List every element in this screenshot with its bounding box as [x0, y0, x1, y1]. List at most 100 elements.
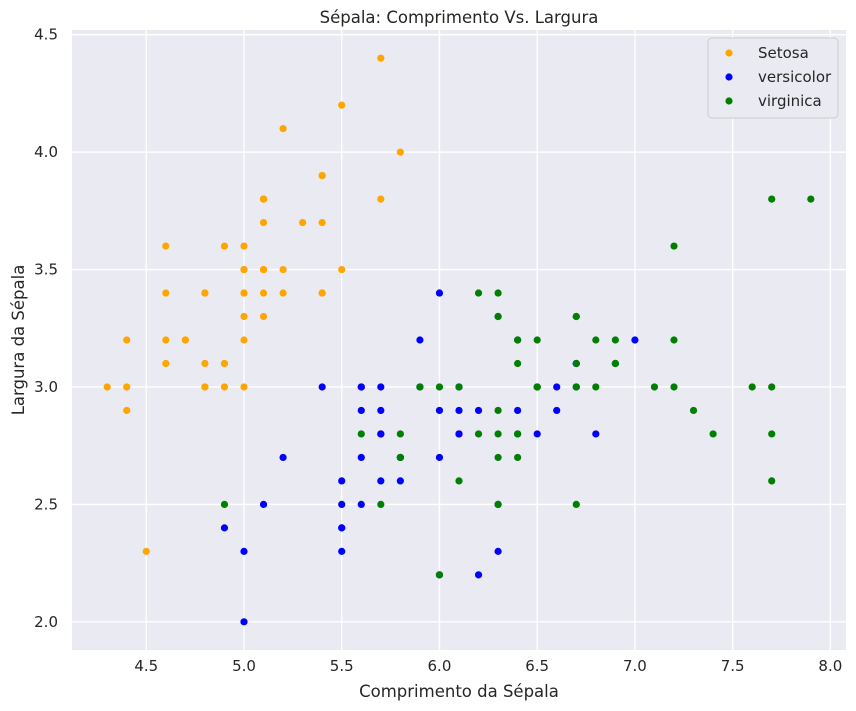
- data-point: [318, 172, 326, 180]
- data-point: [435, 383, 444, 391]
- data-point: [611, 359, 619, 368]
- legend-label: Setosa: [758, 44, 809, 62]
- data-point: [357, 430, 365, 438]
- data-point: [807, 195, 815, 203]
- data-point: [533, 430, 541, 438]
- legend-marker: [725, 49, 733, 57]
- data-point: [123, 383, 131, 391]
- x-tick-label: 4.5: [134, 657, 158, 675]
- data-point: [279, 125, 287, 133]
- data-point: [240, 618, 248, 626]
- data-point: [768, 383, 776, 391]
- data-point: [533, 383, 541, 391]
- data-point: [396, 453, 404, 462]
- data-point: [455, 477, 463, 485]
- data-point: [553, 383, 561, 391]
- series-setosa-points: [103, 54, 404, 555]
- y-tick-label: 3.5: [34, 261, 58, 279]
- data-point: [377, 430, 385, 438]
- data-point: [279, 289, 287, 297]
- data-point: [181, 336, 189, 344]
- data-point: [259, 265, 268, 274]
- x-axis-label: Comprimento da Sépala: [359, 682, 559, 701]
- data-point: [455, 383, 463, 391]
- data-point: [435, 289, 444, 297]
- data-point: [592, 336, 600, 344]
- data-point: [240, 312, 248, 321]
- legend-label: virginica: [758, 92, 822, 110]
- data-point: [123, 336, 131, 344]
- data-point: [572, 500, 580, 508]
- data-point: [201, 289, 209, 297]
- data-point: [670, 383, 678, 391]
- data-point: [338, 500, 346, 508]
- data-point: [396, 430, 404, 438]
- data-point: [299, 218, 307, 227]
- data-point: [123, 406, 131, 415]
- data-point: [435, 406, 444, 415]
- data-point: [220, 359, 229, 368]
- data-point: [142, 547, 150, 555]
- y-tick-label: 3.0: [34, 378, 58, 396]
- data-point: [377, 195, 385, 203]
- data-point: [592, 430, 600, 438]
- series-virginica-points: [220, 195, 815, 579]
- x-tick-label: 7.5: [721, 657, 745, 675]
- data-point: [494, 453, 502, 462]
- legend-marker: [725, 97, 733, 105]
- data-point: [338, 477, 346, 485]
- data-point: [259, 500, 268, 508]
- data-point: [709, 430, 717, 438]
- legend-marker: [725, 73, 733, 81]
- y-tick-label: 4.5: [34, 26, 58, 44]
- data-point: [220, 242, 229, 250]
- x-tick-label: 8.0: [818, 657, 842, 675]
- data-point: [338, 524, 346, 532]
- data-point: [357, 406, 365, 415]
- data-point: [768, 430, 776, 438]
- chart-title: Sépala: Comprimento Vs. Largura: [320, 8, 599, 27]
- legend-label: versicolor: [758, 68, 832, 86]
- data-point: [494, 406, 502, 415]
- data-point: [514, 406, 522, 415]
- x-tick-labels: 4.5 5.0 5.5 6.0 6.5 7.0 7.5 8.0: [134, 657, 842, 675]
- data-point: [474, 430, 483, 438]
- data-point: [318, 383, 326, 391]
- data-point: [162, 359, 170, 368]
- data-point: [572, 359, 580, 368]
- data-point: [611, 336, 619, 344]
- data-point: [357, 453, 365, 462]
- data-point: [377, 383, 385, 391]
- data-point: [474, 571, 483, 579]
- y-tick-label: 2.0: [34, 613, 58, 631]
- data-point: [162, 289, 170, 297]
- data-point: [259, 218, 268, 227]
- data-point: [494, 312, 502, 321]
- data-point: [396, 477, 404, 485]
- data-point: [474, 406, 483, 415]
- data-point: [514, 359, 522, 368]
- y-tick-label: 2.5: [34, 495, 58, 513]
- data-point: [259, 195, 268, 203]
- data-point: [396, 148, 404, 156]
- data-point: [689, 406, 698, 415]
- data-point: [318, 289, 326, 297]
- data-point: [494, 430, 502, 438]
- x-tick-label: 7.0: [623, 657, 647, 675]
- data-point: [670, 242, 678, 250]
- x-tick-label: 6.5: [525, 657, 549, 675]
- data-point: [416, 383, 424, 391]
- data-point: [377, 406, 385, 415]
- data-point: [494, 289, 502, 297]
- data-point: [357, 500, 365, 508]
- data-point: [533, 336, 541, 344]
- data-point: [240, 265, 248, 274]
- data-point: [279, 265, 287, 274]
- data-point: [670, 336, 678, 344]
- data-point: [514, 453, 522, 462]
- data-point: [240, 289, 248, 297]
- y-axis-label: Largura da Sépala: [9, 265, 28, 416]
- data-point: [631, 336, 639, 344]
- data-point: [494, 547, 502, 555]
